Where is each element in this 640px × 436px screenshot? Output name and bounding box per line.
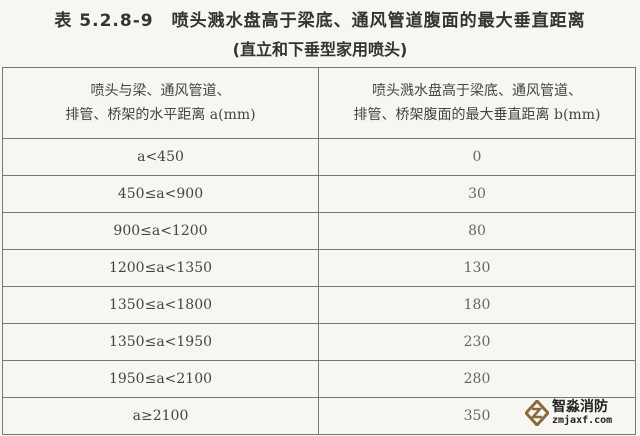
table-title: 表 5.2.8-9 喷头溅水盘高于梁底、通风管道腹面的最大垂直距离 xyxy=(54,11,586,31)
cell-b: 350 xyxy=(318,397,636,435)
table-row: 1200≤a<1350 130 xyxy=(2,249,636,287)
header-a: 喷头与梁、通风管道、排管、桥架的水平距离 a(mm) xyxy=(2,67,319,139)
header-b-line2: 排管、桥架腹面的最大垂直距离 b(mm) xyxy=(353,107,601,123)
cell-a: 1200≤a<1350 xyxy=(2,249,319,287)
cell-b: 280 xyxy=(318,360,636,398)
cell-a: 900≤a<1200 xyxy=(2,212,319,250)
cell-b: 230 xyxy=(318,323,636,361)
table-row: 900≤a<1200 80 xyxy=(2,212,636,250)
header-a-line1: 喷头与梁、通风管道、 xyxy=(90,83,231,99)
cell-a: 1350≤a<1800 xyxy=(2,286,319,324)
cell-a: 1950≤a<2100 xyxy=(2,360,319,398)
table-row: 1350≤a<1800 180 xyxy=(2,286,636,324)
watermark-name: 智淼消防 xyxy=(552,399,608,415)
header-row: 喷头与梁、通风管道、排管、桥架的水平距离 a(mm) 喷头溅水盘高于梁底、通风管… xyxy=(2,67,636,139)
cell-a: 1350≤a<1950 xyxy=(2,323,319,361)
table-row: 1950≤a<2100 280 xyxy=(2,360,636,398)
watermark-url: zmjaxf.com xyxy=(552,415,613,426)
table-row: a≥2100 350 xyxy=(2,397,636,435)
watermark: 智淼消防 zmjaxf.com xyxy=(525,400,612,426)
cell-b: 30 xyxy=(318,175,636,213)
header-b: 喷头溅水盘高于梁底、通风管道、排管、桥架腹面的最大垂直距离 b(mm) xyxy=(318,67,636,139)
table-row: 450≤a<900 30 xyxy=(2,175,636,213)
watermark-logo-icon xyxy=(525,400,549,426)
table-subtitle: (直立和下垂型家用喷头) xyxy=(232,40,408,59)
header-b-line1: 喷头溅水盘高于梁底、通风管道、 xyxy=(372,83,582,99)
cell-b: 80 xyxy=(318,212,636,250)
cell-a: a≥2100 xyxy=(2,397,319,435)
cell-a: 450≤a<900 xyxy=(2,175,319,213)
cell-b: 130 xyxy=(318,249,636,287)
header-a-line2: 排管、桥架的水平距离 a(mm) xyxy=(65,107,256,123)
table-row: a<450 0 xyxy=(2,138,636,176)
cell-a: a<450 xyxy=(2,138,319,176)
distance-table: 喷头与梁、通风管道、排管、桥架的水平距离 a(mm) 喷头溅水盘高于梁底、通风管… xyxy=(2,67,636,435)
cell-b: 0 xyxy=(318,138,636,176)
cell-b: 180 xyxy=(318,286,636,324)
table-row: 1350≤a<1950 230 xyxy=(2,323,636,361)
